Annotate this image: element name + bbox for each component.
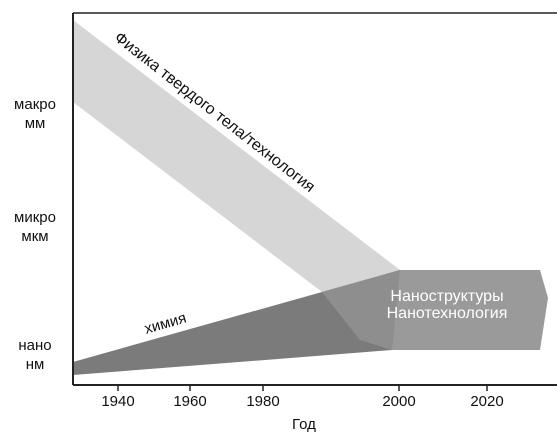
x-tick-label: 2000 — [382, 393, 415, 410]
y-unit: мкм — [21, 228, 48, 245]
y-label: микро — [14, 209, 56, 226]
x-tick-label: 1940 — [101, 393, 134, 410]
x-tick-label: 2020 — [470, 393, 503, 410]
nano-label: Наноструктуры — [390, 288, 503, 305]
y-unit: мм — [25, 115, 46, 132]
x-tick-label: 1960 — [173, 393, 206, 410]
nano-label: Нанотехнология — [387, 305, 508, 322]
y-label: нано — [18, 337, 51, 354]
y-unit: нм — [26, 356, 45, 373]
overlap — [322, 270, 400, 350]
y-label: макро — [14, 96, 56, 113]
chemistry-band — [73, 270, 400, 375]
x-tick-label: 1980 — [246, 393, 279, 410]
physics-band — [73, 20, 400, 292]
x-axis-label: Год — [292, 416, 316, 433]
